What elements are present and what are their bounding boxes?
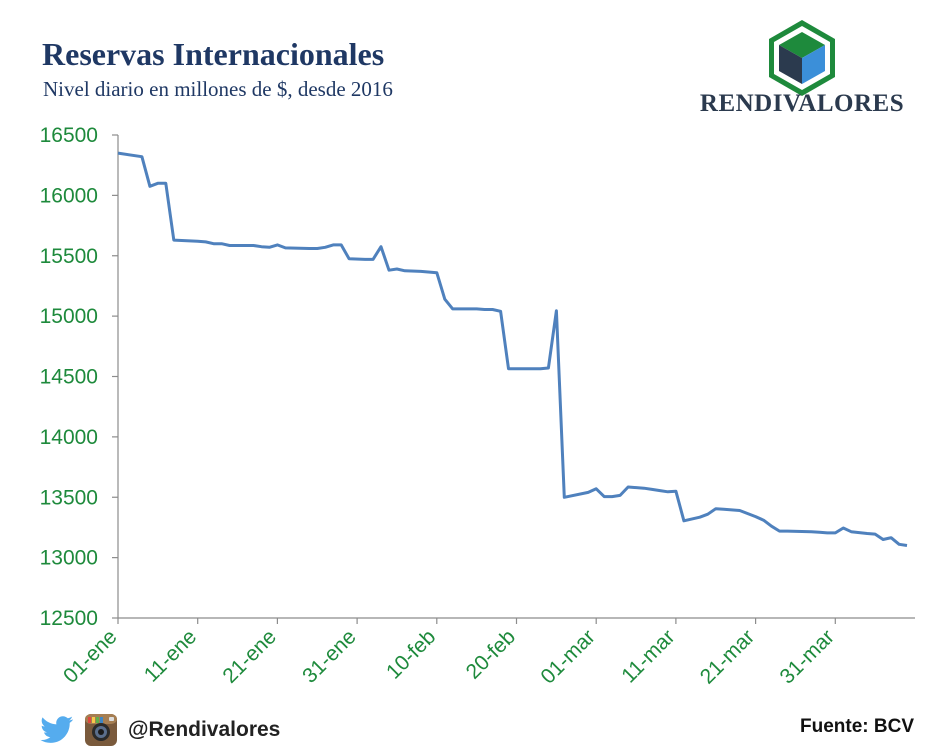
logo-cube-right — [802, 45, 825, 84]
brand-name: RENDIVALORES — [699, 90, 905, 117]
x-tick-labels: 01-ene 11-ene 21-ene 31-ene 10-feb 20-feb 01-m… — [59, 625, 839, 688]
x-tick-label: 21-mar — [696, 625, 759, 688]
y-tick-label: 13500 — [40, 486, 98, 509]
twitter-icon[interactable] — [40, 716, 74, 744]
y-tick-label: 15000 — [40, 305, 98, 328]
logo-cube-left — [779, 45, 802, 84]
y-tick-label: 15500 — [40, 245, 98, 268]
social-handle: @Rendivalores — [128, 718, 281, 741]
series-line — [117, 151, 908, 547]
y-tick-label: 16000 — [40, 184, 98, 207]
chart-title: Reservas Internacionales — [42, 36, 385, 72]
y-tick-label: 12500 — [40, 607, 98, 630]
y-tick-label: 13000 — [40, 547, 98, 570]
x-tick-label: 20-feb — [462, 625, 520, 683]
chart-axes — [112, 134, 915, 624]
x-tick-label: 31-mar — [776, 625, 839, 688]
line-chart: 12500 13000 13500 14000 14500 15000 15500 16000… — [40, 124, 915, 689]
data-source: Fuente: BCV — [800, 716, 914, 737]
x-tick-label: 31-ene — [298, 625, 361, 688]
y-tick-labels: 12500 13000 13500 14000 14500 15000 15500 16000… — [40, 124, 98, 630]
x-tick-label: 21-ene — [218, 625, 281, 688]
chart-subtitle: Nivel diario en millones de $, desde 201… — [43, 77, 393, 101]
y-tick-label: 16500 — [40, 124, 98, 147]
social-footer: @Rendivalores — [40, 712, 280, 748]
x-tick-label: 10-feb — [382, 625, 440, 683]
x-tick-label: 01-mar — [536, 625, 599, 688]
instagram-icon[interactable] — [84, 713, 118, 747]
x-tick-label: 11-ene — [140, 625, 201, 686]
brand-cube-logo — [769, 20, 835, 96]
y-tick-label: 14500 — [40, 366, 98, 389]
x-tick-label: 11-mar — [617, 625, 679, 687]
y-tick-label: 14000 — [40, 426, 98, 449]
x-tick-label: 01-ene — [59, 625, 122, 688]
